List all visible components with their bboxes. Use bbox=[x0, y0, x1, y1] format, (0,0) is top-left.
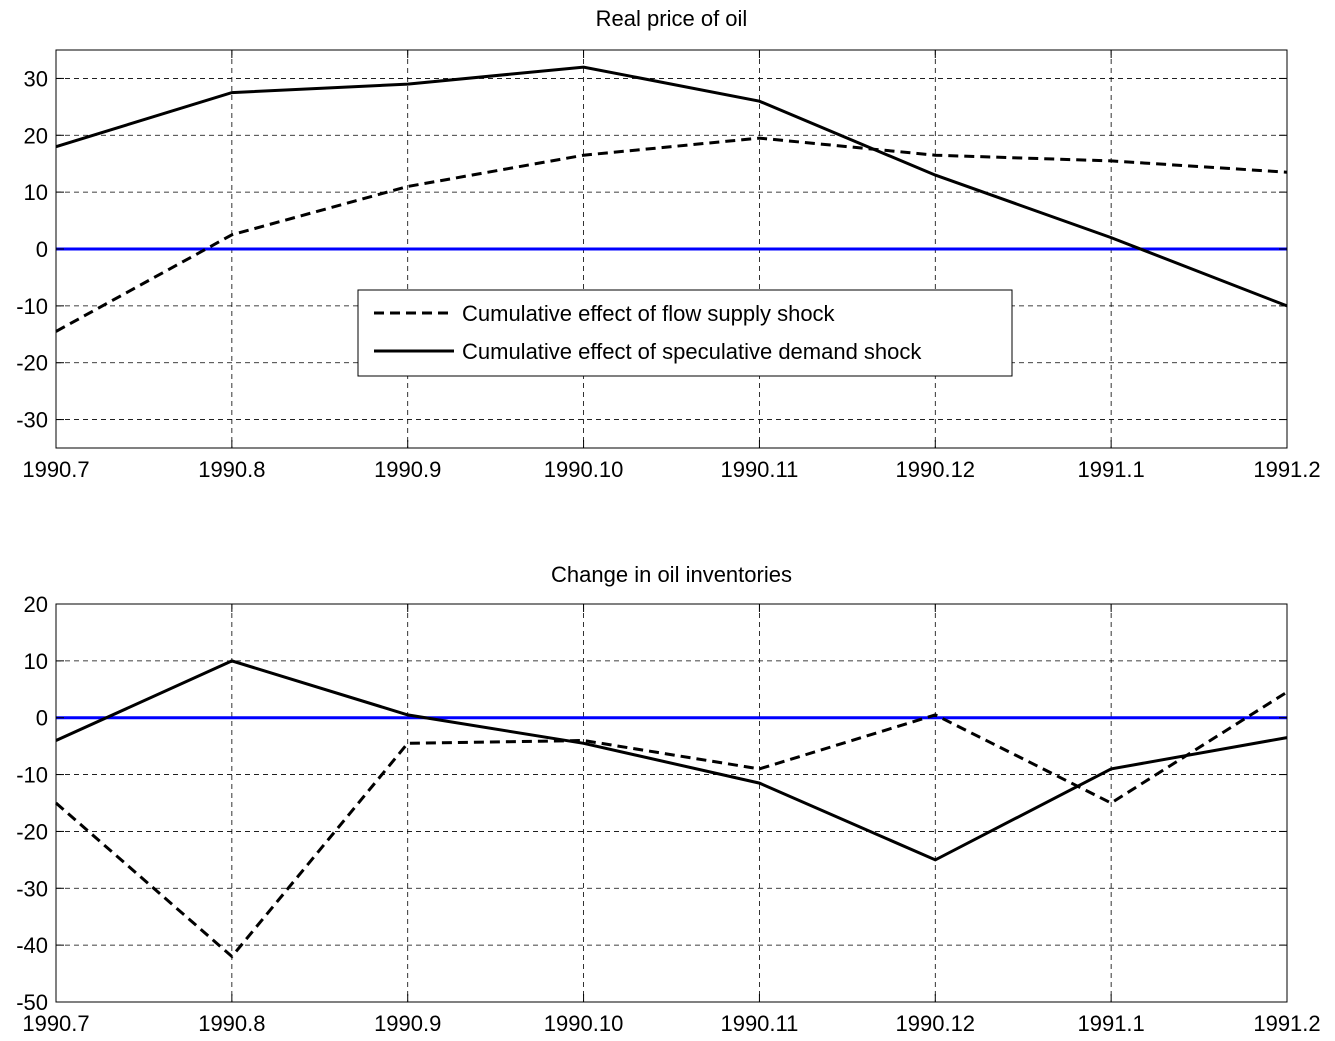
y-tick-label: -10 bbox=[16, 294, 48, 319]
x-tick-label: 1990.8 bbox=[198, 457, 265, 482]
x-tick-label: 1990.7 bbox=[22, 1011, 89, 1036]
y-tick-label: 10 bbox=[24, 649, 48, 674]
real-price-chart: Real price of oil -30 -20 -10 0 10 20 30 1990.7 1… bbox=[16, 6, 1320, 482]
y-tick-label: 30 bbox=[24, 66, 48, 91]
chart-title: Change in oil inventories bbox=[551, 562, 792, 587]
y-tick-label: -10 bbox=[16, 763, 48, 788]
x-tick-label: 1991.2 bbox=[1253, 457, 1320, 482]
x-tick-label: 1990.7 bbox=[22, 457, 89, 482]
x-tick-label: 1990.9 bbox=[374, 457, 441, 482]
x-tick-label: 1990.9 bbox=[374, 1011, 441, 1036]
x-tick-label: 1990.12 bbox=[896, 457, 976, 482]
legend: Cumulative effect of flow supply shock Cu… bbox=[357, 289, 1013, 377]
y-tick-label: -20 bbox=[16, 819, 48, 844]
series-line-dashed bbox=[55, 136, 1288, 333]
x-tick-label: 1990.12 bbox=[896, 1011, 976, 1036]
inventory-change-chart: Change in oil inventories -50 -40 -30 -20 -10… bbox=[16, 562, 1320, 1036]
x-tick-label: 1990.11 bbox=[720, 457, 798, 482]
series-line-solid bbox=[55, 659, 1288, 862]
chart-title: Real price of oil bbox=[596, 6, 748, 31]
legend-label: Cumulative effect of speculative demand … bbox=[462, 339, 922, 364]
y-tick-label: 10 bbox=[24, 180, 48, 205]
x-tick-label: 1991.1 bbox=[1077, 457, 1144, 482]
legend-label: Cumulative effect of flow supply shock bbox=[462, 301, 836, 326]
series-line-dashed bbox=[55, 690, 1288, 959]
y-tick-label: -30 bbox=[16, 408, 48, 433]
y-tick-label: -50 bbox=[16, 990, 48, 1015]
x-tick-label: 1990.8 bbox=[198, 1011, 265, 1036]
x-tick-label: 1990.10 bbox=[544, 1011, 624, 1036]
x-tick-label: 1990.11 bbox=[720, 1011, 798, 1036]
y-tick-label: -20 bbox=[16, 351, 48, 376]
x-tick-label: 1991.2 bbox=[1253, 1011, 1320, 1036]
y-tick-label: -30 bbox=[16, 876, 48, 901]
y-tick-label: 20 bbox=[24, 123, 48, 148]
series-line-solid bbox=[55, 65, 1288, 308]
y-tick-label: 20 bbox=[24, 592, 48, 617]
y-tick-label: 0 bbox=[36, 237, 48, 262]
x-tick-label: 1991.1 bbox=[1077, 1011, 1144, 1036]
x-tick-label: 1990.10 bbox=[544, 457, 624, 482]
legend-box bbox=[357, 289, 1013, 377]
y-tick-label: 0 bbox=[36, 706, 48, 731]
axes-frame bbox=[55, 603, 1288, 1003]
y-tick-label: -40 bbox=[16, 933, 48, 958]
